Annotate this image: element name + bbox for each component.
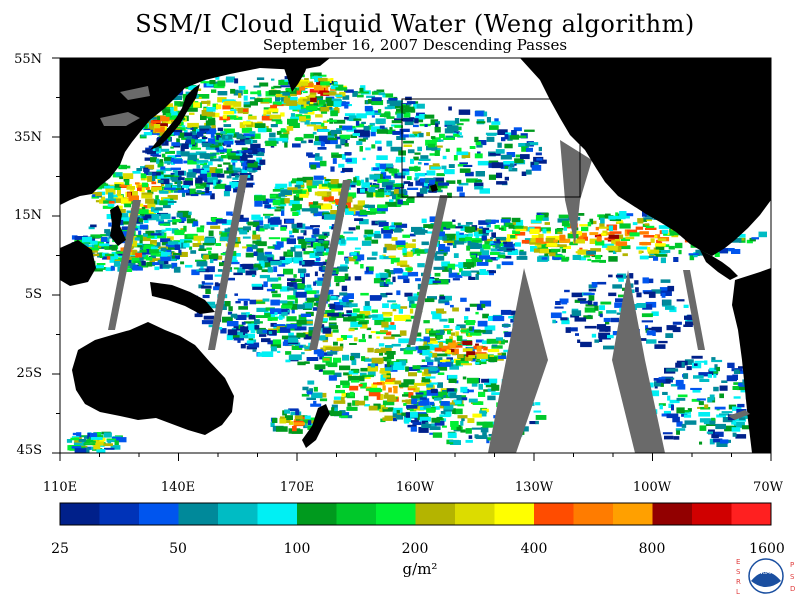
noaa-logo: E S R L P S D NOAA — [736, 558, 795, 596]
logo-letter-e: E — [736, 558, 740, 566]
axis-ticks — [52, 57, 772, 461]
grey-patches — [100, 86, 750, 420]
lon-label-100w: 100W — [632, 480, 672, 495]
lat-label-45s: 45S — [16, 443, 42, 458]
logo-letter-p: P — [790, 561, 794, 569]
colorbar-label-200: 200 — [401, 541, 429, 557]
lon-label-160w: 160W — [395, 480, 435, 495]
colorbar-label-400: 400 — [520, 541, 548, 557]
lon-label-110e: 110E — [42, 480, 78, 495]
lat-label-15n: 15N — [14, 208, 42, 223]
logo-letter-r: R — [736, 578, 741, 586]
colorbar-label-100: 100 — [283, 541, 311, 557]
south-america-land — [732, 268, 771, 453]
lon-label-70w: 70W — [753, 480, 783, 495]
lat-label-25s: 25S — [16, 366, 42, 381]
central-america-land — [700, 250, 738, 280]
logo-letter-d: D — [790, 585, 795, 593]
logo-center-text: NOAA — [759, 570, 774, 576]
logo-letter-s2: S — [790, 573, 795, 581]
kamchatka-land — [280, 58, 310, 92]
logo-letter-s: S — [736, 568, 741, 576]
australia-land — [72, 322, 234, 435]
new-zealand-land — [302, 404, 330, 448]
colorbar-label-800: 800 — [638, 541, 666, 557]
new-guinea-land — [150, 282, 215, 314]
region-box — [401, 98, 581, 198]
lon-label-140e: 140E — [160, 480, 196, 495]
philippines-land — [110, 205, 126, 246]
colorbar-unit: g/m² — [402, 560, 438, 578]
lat-label-5s: 5S — [24, 287, 42, 302]
colorbar-label-25: 25 — [51, 541, 69, 557]
colorbar-label-50: 50 — [169, 541, 187, 557]
lat-label-35n: 35N — [14, 130, 42, 145]
colorbar-label-1600: 1600 — [749, 541, 785, 557]
lon-label-130w: 130W — [514, 480, 554, 495]
map-subtitle: September 16, 2007 Descending Passes — [262, 36, 568, 54]
logo-letter-l: L — [736, 588, 740, 596]
swath-gaps — [108, 140, 705, 453]
north-america-land — [520, 58, 771, 256]
lat-label-55n: 55N — [14, 52, 42, 67]
japan-land — [150, 84, 200, 150]
lon-label-170e: 170E — [279, 480, 315, 495]
hawaii-land — [430, 184, 438, 192]
borneo-land — [60, 240, 96, 286]
map-title: SSM/I Cloud Liquid Water (Weng algorithm… — [135, 10, 695, 38]
